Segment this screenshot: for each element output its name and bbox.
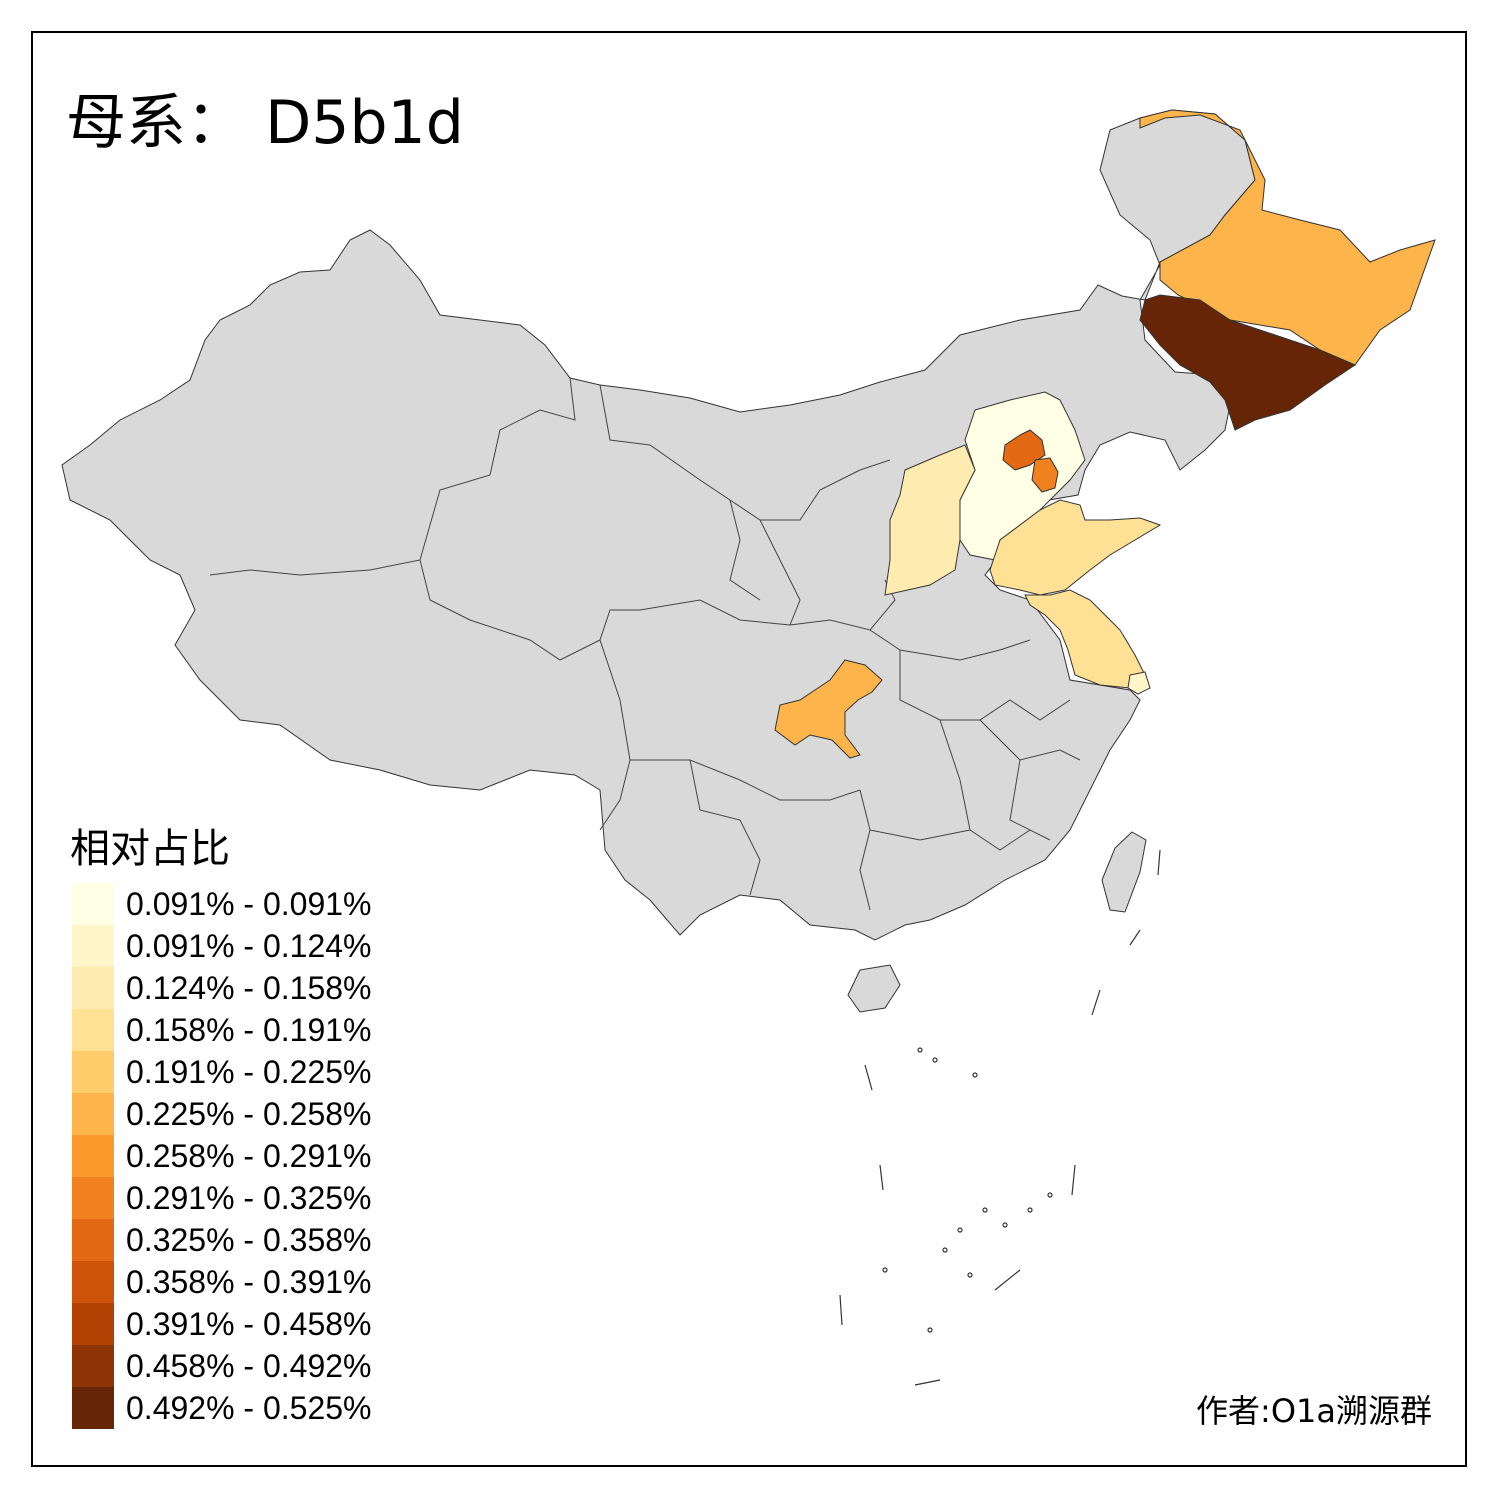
legend-swatch [72, 1177, 114, 1219]
legend-swatch [72, 967, 114, 1009]
legend-row: 0.225% - 0.258% [72, 1093, 412, 1135]
region-chongqing [774, 659, 883, 759]
legend-label: 0.124% - 0.158% [126, 970, 372, 1006]
legend-label: 0.358% - 0.391% [126, 1264, 372, 1300]
legend-swatch [72, 1303, 114, 1345]
legend-row: 0.158% - 0.191% [72, 1009, 412, 1051]
region-shanghai [1127, 671, 1151, 695]
legend: 0.091% - 0.091% 0.091% - 0.124% 0.124% - 0… [72, 883, 412, 1429]
author-credit: 作者:O1a溯源群 [1196, 1392, 1432, 1430]
legend-label: 0.091% - 0.124% [126, 928, 372, 964]
legend-row: 0.124% - 0.158% [72, 967, 412, 1009]
legend-label: 0.291% - 0.325% [126, 1180, 372, 1216]
legend-label: 0.325% - 0.358% [126, 1222, 372, 1258]
legend-swatch [72, 1219, 114, 1261]
legend-swatch [72, 1387, 114, 1429]
legend-swatch [72, 925, 114, 967]
legend-row: 0.391% - 0.458% [72, 1303, 412, 1345]
legend-row: 0.091% - 0.091% [72, 883, 412, 925]
legend-label: 0.391% - 0.458% [126, 1306, 372, 1342]
legend-row: 0.191% - 0.225% [72, 1051, 412, 1093]
legend-label: 0.458% - 0.492% [126, 1348, 372, 1384]
legend-label: 0.158% - 0.191% [126, 1012, 372, 1048]
province-boundaries [209, 377, 1081, 911]
legend-label: 0.091% - 0.091% [126, 886, 372, 922]
region-shandong [989, 499, 1162, 596]
legend-label: 0.225% - 0.258% [126, 1096, 372, 1132]
legend-swatch [72, 1093, 114, 1135]
region-heilongjiang [1139, 109, 1436, 366]
legend-swatch [72, 883, 114, 925]
landmass-no-data [61, 109, 1256, 941]
legend-label: 0.258% - 0.291% [126, 1138, 372, 1174]
legend-row: 0.091% - 0.124% [72, 925, 412, 967]
figure-border [31, 31, 1467, 1467]
legend-swatch [72, 1009, 114, 1051]
legend-row: 0.325% - 0.358% [72, 1219, 412, 1261]
legend-title: 相对占比 [70, 826, 230, 872]
region-jilin [1139, 294, 1357, 431]
island-taiwan [1101, 831, 1147, 913]
legend-label: 0.492% - 0.525% [126, 1390, 372, 1426]
legend-row: 0.291% - 0.325% [72, 1177, 412, 1219]
region-tianjin [1031, 457, 1059, 493]
island-hainan [847, 964, 901, 1013]
legend-label: 0.191% - 0.225% [126, 1054, 372, 1090]
legend-swatch [72, 1051, 114, 1093]
legend-row: 0.492% - 0.525% [72, 1387, 412, 1429]
map-title: 母系： D5b1d [66, 88, 464, 158]
legend-swatch [72, 1135, 114, 1177]
south-sea-islands [839, 849, 1161, 1386]
legend-swatch [72, 1261, 114, 1303]
legend-row: 0.258% - 0.291% [72, 1135, 412, 1177]
legend-swatch [72, 1345, 114, 1387]
legend-row: 0.458% - 0.492% [72, 1345, 412, 1387]
legend-row: 0.358% - 0.391% [72, 1261, 412, 1303]
region-shanxi [884, 444, 976, 596]
